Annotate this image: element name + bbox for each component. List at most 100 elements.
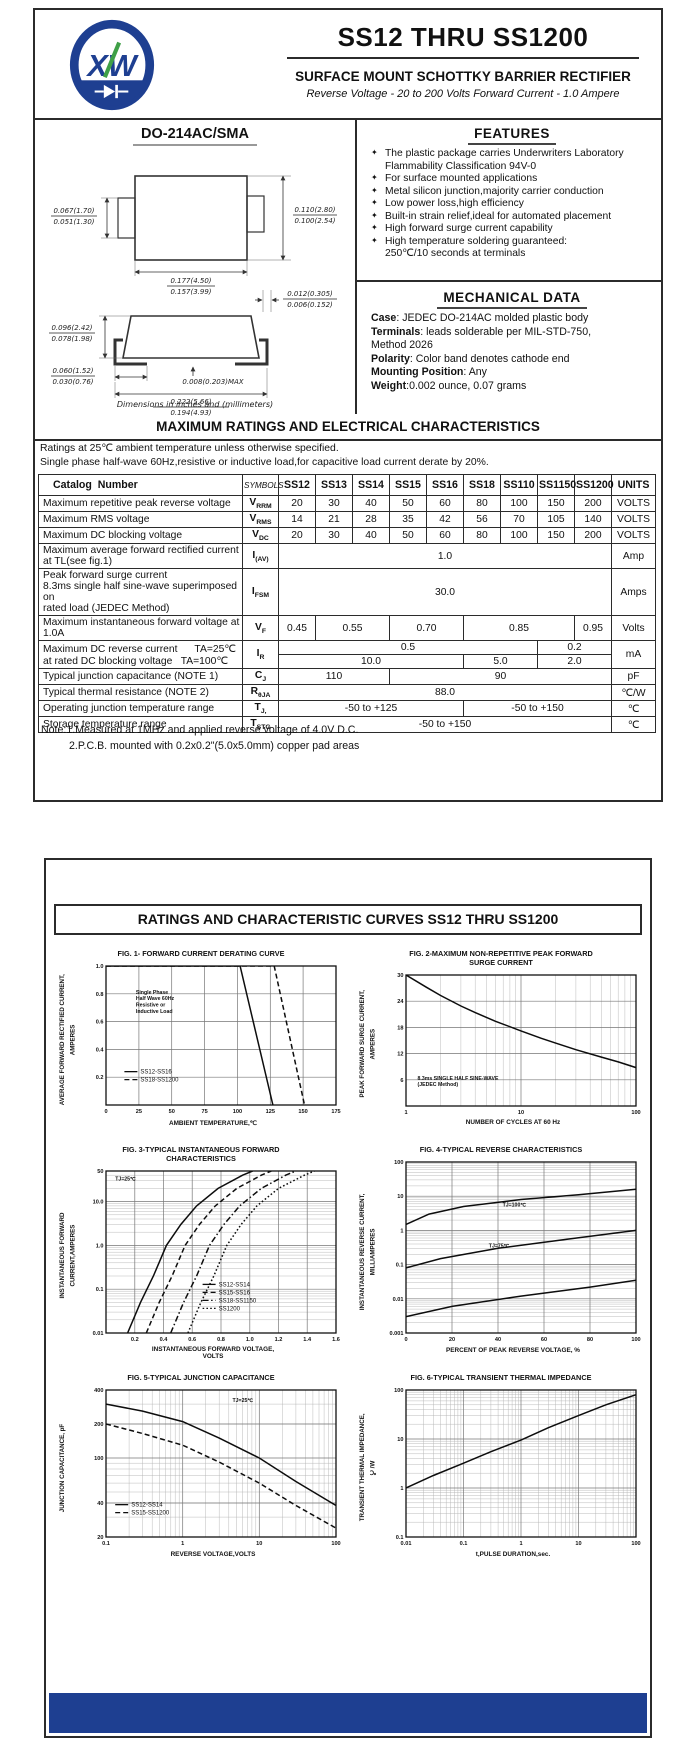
svg-text:0: 0 <box>404 1337 407 1343</box>
table-cell: Typical junction capacitance (NOTE 1) <box>38 668 243 686</box>
table-cell: ℃/W <box>611 684 656 702</box>
svg-text:12: 12 <box>397 1051 403 1057</box>
table-cell: 0.5 <box>278 640 538 656</box>
svg-text:80: 80 <box>587 1337 593 1343</box>
figure-4-reverse-characteristics: FIG. 4-TYPICAL REVERSE CHARACTERISTICS I… <box>358 1145 644 1360</box>
table-row: Typical thermal resistance (NOTE 2) RθJA 8… <box>38 684 656 702</box>
mechanical-line: Terminals: leads solderable per MIL-STD-… <box>371 325 592 338</box>
column-header: SS13 <box>315 474 353 496</box>
table-cell: VRRM <box>242 494 279 513</box>
x-axis-label: INSTANTANEOUS FORWARD VOLTAGE, VOLTS <box>151 1346 275 1360</box>
table-cell: 40 <box>352 494 390 513</box>
svg-text:0.030(0.76): 0.030(0.76) <box>52 378 93 386</box>
svg-text:0.222(5.66): 0.222(5.66) <box>170 398 211 406</box>
table-cell: VOLTS <box>611 511 656 529</box>
svg-text:1.4: 1.4 <box>303 1337 312 1343</box>
table-cell: 20 <box>278 527 316 545</box>
column-header: Catalog Number <box>38 474 243 496</box>
plot-area: TJ=100℃ TJ=75℃ 0 20 40 60 80 100 100 10 1 0.1 0.01 0.… <box>382 1157 644 1346</box>
x-axis-label: PERCENT OF PEAK REVERSE VOLTAGE, % <box>446 1347 580 1354</box>
svg-text:1: 1 <box>400 1486 403 1492</box>
table-cell: 20 <box>278 494 316 513</box>
svg-text:150: 150 <box>298 1109 307 1115</box>
svg-text:10: 10 <box>397 1437 403 1443</box>
y-axis-label: TRANSIENT THERMAL IMPEDANCE, ℃/W <box>359 1413 377 1522</box>
table-cell: 30 <box>315 527 353 545</box>
bullet-icon: ✦ <box>371 185 378 195</box>
left-terminal <box>117 197 136 239</box>
table-cell: 150 <box>537 494 575 513</box>
svg-text:TJ=25℃: TJ=25℃ <box>115 1175 136 1182</box>
table-cell: Typical thermal resistance (NOTE 2) <box>38 684 243 702</box>
table-row: Typical junction capacitance (NOTE 1) CJ 1… <box>38 668 656 686</box>
svg-text:0.1: 0.1 <box>396 1262 404 1268</box>
feature-item: ✦ The plastic package carries Underwriter… <box>371 148 624 172</box>
mechanical-line: Polarity: Color band denotes cathode end <box>371 352 570 365</box>
mechanical-lines: Case: JEDEC DO-214AC molded plastic body… <box>371 312 653 393</box>
table-cell: ℃ <box>611 700 656 718</box>
table-cell: 0.2 <box>537 640 612 656</box>
product-subtitle: SURFACE MOUNT SCHOTTKY BARRIER RECTIFIER <box>295 69 631 84</box>
svg-text:100: 100 <box>631 1110 640 1116</box>
diode-icon <box>94 84 129 99</box>
table-cell: -50 to +150 <box>278 716 612 734</box>
table-cell: CJ <box>242 668 279 686</box>
table-cell: 70 <box>500 511 538 529</box>
table-cell: Amps <box>611 568 656 617</box>
table-cell: 200 <box>574 527 612 545</box>
table-cell: Maximum RMS voltage <box>38 511 243 529</box>
svg-text:0.4: 0.4 <box>96 1047 105 1053</box>
figure-title: FIG. 2-MAXIMUM NON-REPETITIVE PEAK FORWA… <box>409 949 593 967</box>
table-cell: 60 <box>426 527 464 545</box>
svg-text:10: 10 <box>575 1541 581 1547</box>
table-cell: TJ, <box>242 700 279 718</box>
svg-text:1.2: 1.2 <box>275 1337 283 1343</box>
table-cell: 200 <box>574 494 612 513</box>
svg-text:0.001: 0.001 <box>390 1331 404 1337</box>
body-top-view <box>134 175 248 261</box>
table-cell: 5.0 <box>463 654 538 670</box>
svg-text:0.100(2.54): 0.100(2.54) <box>294 217 335 225</box>
svg-text:(JEDEC Method): (JEDEC Method) <box>418 1082 459 1088</box>
svg-text:0.01: 0.01 <box>393 1297 404 1303</box>
table-cell: 0.95 <box>574 615 612 642</box>
features-list: ✦ The plastic package carries Underwriter… <box>371 148 653 261</box>
figure-title: FIG. 5-TYPICAL JUNCTION CAPACITANCE <box>127 1373 275 1382</box>
svg-text:0.01: 0.01 <box>401 1541 412 1547</box>
table-cell: -50 to +125 <box>278 700 464 718</box>
svg-text:20: 20 <box>97 1535 103 1541</box>
bullet-icon: ✦ <box>371 210 378 220</box>
svg-text:40: 40 <box>495 1337 501 1343</box>
svg-text:SS18-SS1150: SS18-SS1150 <box>219 1298 257 1304</box>
features-section: FEATURES ✦ The plastic package carries Un… <box>357 118 661 282</box>
column-header: SS1150 <box>537 474 576 496</box>
table-cell: 100 <box>500 527 538 545</box>
svg-text:30: 30 <box>397 973 403 979</box>
column-header: SS14 <box>352 474 390 496</box>
table-cell: 42 <box>426 511 464 529</box>
svg-text:SS15-SS1200: SS15-SS1200 <box>131 1510 170 1516</box>
table-row: Operating junction temperature range TJ, -… <box>38 700 656 718</box>
table-cell: I(AV) <box>242 543 279 570</box>
svg-text:SS18-SS1200: SS18-SS1200 <box>140 1077 179 1083</box>
column-header: SS12 <box>278 474 316 496</box>
svg-text:SS12-SS14: SS12-SS14 <box>219 1282 251 1288</box>
table-cell: VOLTS <box>611 494 656 513</box>
feature-item: ✦ For surface mounted applications <box>371 173 538 185</box>
svg-text:0.096(2.42): 0.096(2.42) <box>51 324 92 332</box>
table-cell: 35 <box>389 511 427 529</box>
table-cell: 60 <box>426 494 464 513</box>
feature-item: ✦ High temperature soldering guaranteed: … <box>371 235 568 260</box>
svg-text:60: 60 <box>541 1337 547 1343</box>
table-cell: 30.0 <box>278 568 612 617</box>
mechanical-section: MECHANICAL DATA Case: JEDEC DO-214AC mol… <box>357 282 661 393</box>
table-cell: 21 <box>315 511 353 529</box>
svg-text:1.6: 1.6 <box>332 1337 340 1343</box>
brand-logo: XW <box>69 19 155 111</box>
svg-text:200: 200 <box>94 1422 103 1428</box>
right-terminal <box>246 195 265 233</box>
y-axis-label: AVERAGE FORWARD RECTIFIED CURRENT, AMPER… <box>59 973 77 1105</box>
svg-text:24: 24 <box>397 999 404 1005</box>
table-header-row: Catalog Number SYMBOLS SS12 SS13 SS14 SS15 SS1… <box>38 474 656 496</box>
table-cell: RθJA <box>242 684 279 702</box>
